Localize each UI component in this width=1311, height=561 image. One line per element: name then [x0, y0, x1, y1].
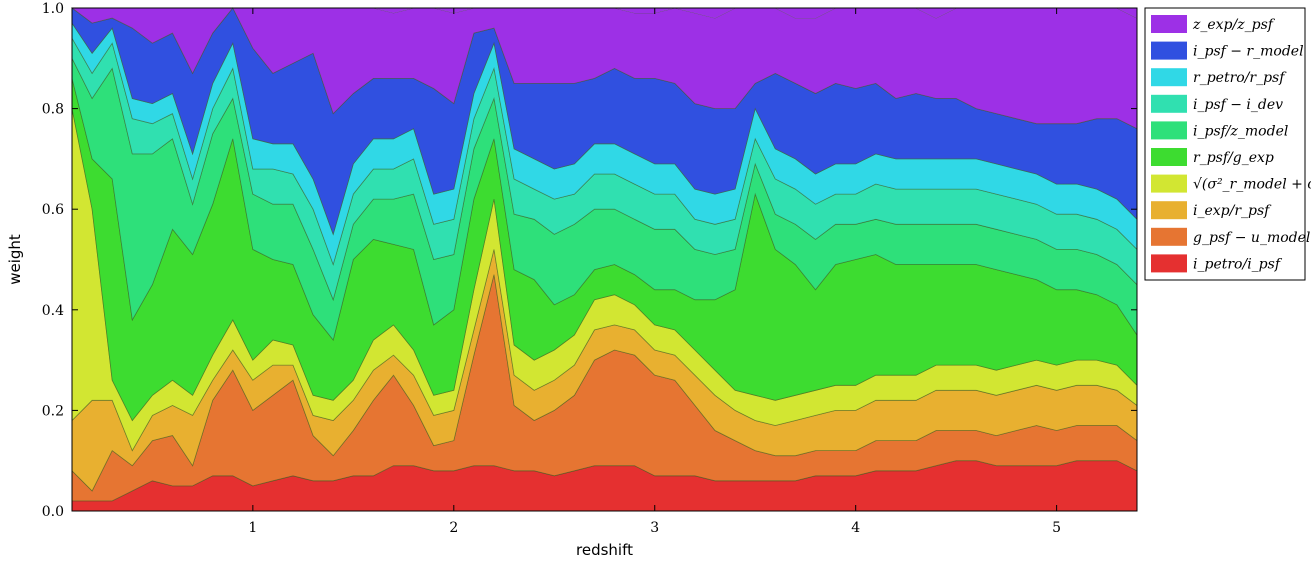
legend-label: g_psf − u_model — [1193, 230, 1310, 246]
legend-label: i_psf/z_model — [1193, 123, 1288, 139]
y-tick-label: 0.0 — [42, 504, 64, 520]
legend-label: i_psf − r_model — [1193, 44, 1304, 60]
legend-label: i_psf − i_dev — [1193, 97, 1283, 113]
x-tick-label: 2 — [449, 520, 458, 536]
legend-swatch — [1151, 254, 1187, 273]
legend-swatch — [1151, 121, 1187, 140]
legend: z_exp/z_psf i_psf − r_model r_petro/r_psfi… — [1144, 7, 1311, 281]
legend-label: r_psf/g_exp — [1193, 150, 1274, 166]
legend-label: i_petro/i_psf — [1193, 256, 1283, 272]
y-axis-title: weight — [6, 234, 24, 285]
axis-ticks: 1 2 3 4 5 0.0 0.2 0.4 0.6 0.8 1.0 — [42, 1, 1137, 536]
legend-swatch — [1151, 41, 1187, 60]
legend-label: z_exp/z_psf — [1192, 17, 1276, 33]
legend-swatch — [1151, 174, 1187, 193]
legend-swatch — [1151, 148, 1187, 166]
legend-swatch — [1151, 15, 1187, 33]
plot-frame — [71, 7, 1138, 512]
x-tick-label: 3 — [650, 520, 659, 536]
y-tick-label: 0.6 — [42, 202, 64, 218]
y-tick-label: 0.8 — [42, 102, 64, 118]
x-tick-label: 5 — [1052, 520, 1061, 536]
y-tick-label: 0.4 — [42, 303, 64, 319]
x-tick-label: 1 — [248, 520, 257, 536]
legend-swatch — [1151, 227, 1187, 246]
legend-swatch — [1151, 68, 1187, 87]
legend-label: i_exp/r_psf — [1193, 203, 1272, 219]
legend-label: r_petro/r_psf — [1193, 70, 1287, 86]
y-tick-label: 1.0 — [42, 1, 64, 17]
y-tick-label: 0.2 — [42, 403, 64, 419]
plot-area — [70, 7, 1138, 512]
x-axis-title: redshift — [576, 541, 633, 559]
legend-swatch — [1151, 94, 1187, 113]
legend-swatch — [1151, 201, 1187, 220]
legend-label: √(σ²_r_model + σ²_r_dev) — [1193, 177, 1311, 193]
x-tick-label: 4 — [851, 520, 860, 536]
